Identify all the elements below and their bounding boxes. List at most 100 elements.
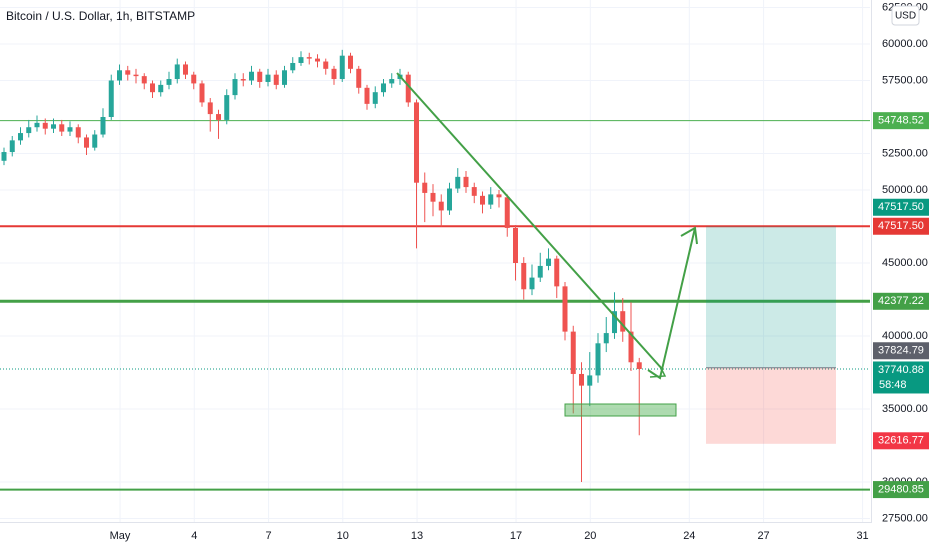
candle-body [9,140,15,153]
candle-body [537,265,543,278]
price-scale [872,0,932,550]
candle-body [521,263,527,290]
candle-body [612,311,617,334]
candle-body [26,127,32,134]
candle-body [315,58,320,62]
price-tag [873,432,929,450]
candles [1,49,642,482]
price-tag-label: 32616.77 [878,435,924,447]
candle-body [570,331,576,374]
x-tick-label: 13 [411,530,423,542]
price-tag [873,292,929,310]
candle-body [273,74,279,85]
candle-body [579,373,584,386]
candle-body [438,201,444,211]
candle-body [207,102,213,115]
candle-body [150,83,155,93]
currency-button[interactable] [891,5,920,26]
levels [0,120,870,491]
arrow-tail [649,365,667,378]
candle-body [504,197,510,228]
candle-body [356,68,362,88]
candle-body [133,74,139,77]
candle-body [414,102,419,183]
candle-body [587,375,593,386]
candle-body [331,68,337,80]
candle-body [422,182,428,193]
candle-body [488,194,494,205]
trend-line [396,72,664,371]
candle-body [430,192,436,202]
x-tick-label: May [110,530,131,542]
price-tag [873,361,929,394]
price-tag-label: 54748.52 [878,115,924,127]
candle-body [455,176,461,189]
candle-body [257,71,263,82]
x-tick-label: 20 [584,530,596,542]
price-tag-label: 47517.50 [878,220,924,232]
candle-body [306,57,312,59]
support-zone [564,403,677,417]
candle-body [84,137,89,148]
y-tick-label: 35000.00 [882,403,928,415]
price-tags: 54748.52 47517.50 42377.22 29480.85 47517.50… [873,112,929,499]
price-tag-label: 42377.22 [878,295,924,307]
candle-body [463,176,469,188]
candle-body [513,227,518,264]
price-tag [873,481,929,499]
x-tick-label: 17 [510,530,522,542]
candle-body [603,333,609,344]
candle-body [290,62,296,71]
y-tick-label: 52500.00 [882,147,928,159]
x-tick-label: 4 [191,530,197,542]
candle-body [372,92,378,104]
candle-body [546,258,551,266]
y-tick-label: 57500.00 [882,74,928,86]
candle-body [1,152,7,161]
candle-body [100,117,106,135]
price-tag [873,217,929,235]
candle-body [628,331,634,363]
x-tick-label: 10 [337,530,349,542]
candle-body [174,64,180,80]
candle-body [240,79,246,81]
profit-zone [706,226,836,368]
candle-body [339,55,345,80]
candle-body [298,57,304,63]
y-tick-label: 50000.00 [882,184,928,196]
candle-body [249,71,254,81]
candle-body [480,195,485,205]
candle-body [34,122,40,128]
candle-body [199,83,205,103]
candle-body [224,95,230,120]
price-tag-label: 37740.88 [878,364,924,376]
candle-body [562,286,568,332]
price-tag [873,342,929,360]
candle-body [529,277,535,290]
candle-body [389,79,395,84]
candle-body [191,74,197,84]
candle-body [620,311,626,332]
candle-body [595,343,601,376]
x-tick-label: 27 [757,530,769,542]
candle-body [265,74,271,82]
candle-body [554,258,560,287]
arrow-head [680,226,698,245]
candle-body [51,124,56,129]
chart-title: Bitcoin / U.S. Dollar, 1h, BITSTAMP [6,9,195,23]
x-tick-label: 31 [856,530,868,542]
candle-body [92,134,98,148]
candle-body [348,55,353,69]
candle-body [405,74,411,103]
candle-body [141,76,147,84]
candle-body [158,84,164,93]
candle-body [18,133,23,141]
candle-body [75,127,81,138]
price-tag-label: 47517.50 [878,201,924,213]
drawings [396,72,698,417]
position-tool [706,226,836,444]
currency-label[interactable]: USD [895,11,916,22]
